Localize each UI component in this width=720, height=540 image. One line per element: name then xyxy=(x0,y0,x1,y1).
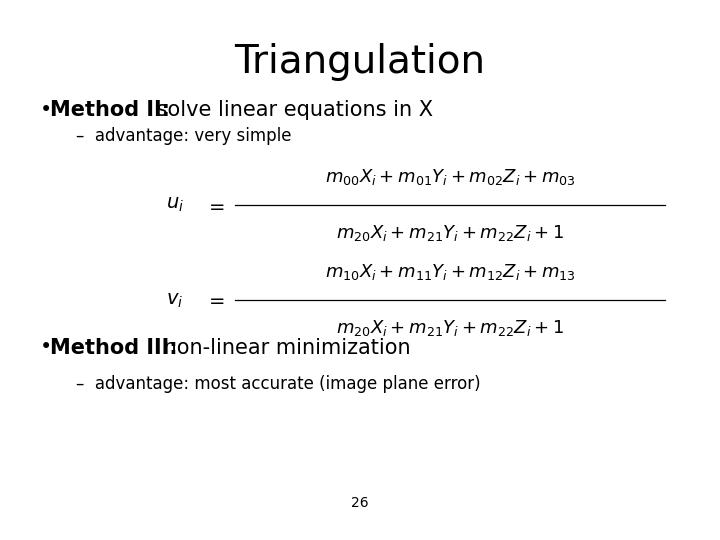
Text: •: • xyxy=(40,100,52,120)
Text: –  advantage: very simple: – advantage: very simple xyxy=(76,127,291,145)
Text: non-linear minimization: non-linear minimization xyxy=(157,338,410,357)
Text: 26: 26 xyxy=(351,496,369,510)
Text: $v_i$: $v_i$ xyxy=(166,291,184,309)
Text: Method III:: Method III: xyxy=(50,338,178,357)
Text: •: • xyxy=(40,338,52,357)
Text: $=$: $=$ xyxy=(205,291,225,309)
Text: solve linear equations in X: solve linear equations in X xyxy=(150,100,433,120)
Text: $u_i$: $u_i$ xyxy=(166,195,184,214)
Text: $m_{20}X_i + m_{21}Y_i + m_{22}Z_i + 1$: $m_{20}X_i + m_{21}Y_i + m_{22}Z_i + 1$ xyxy=(336,223,564,243)
Text: –  advantage: most accurate (image plane error): – advantage: most accurate (image plane … xyxy=(76,375,480,393)
Text: Method II:: Method II: xyxy=(50,100,171,120)
Text: $m_{00}X_i + m_{01}Y_i + m_{02}Z_i + m_{03}$: $m_{00}X_i + m_{01}Y_i + m_{02}Z_i + m_{… xyxy=(325,167,575,187)
Text: $m_{10}X_i + m_{11}Y_i + m_{12}Z_i + m_{13}$: $m_{10}X_i + m_{11}Y_i + m_{12}Z_i + m_{… xyxy=(325,262,575,282)
Text: $=$: $=$ xyxy=(205,195,225,214)
Text: $m_{20}X_i + m_{21}Y_i + m_{22}Z_i + 1$: $m_{20}X_i + m_{21}Y_i + m_{22}Z_i + 1$ xyxy=(336,318,564,338)
Text: Triangulation: Triangulation xyxy=(235,43,485,81)
